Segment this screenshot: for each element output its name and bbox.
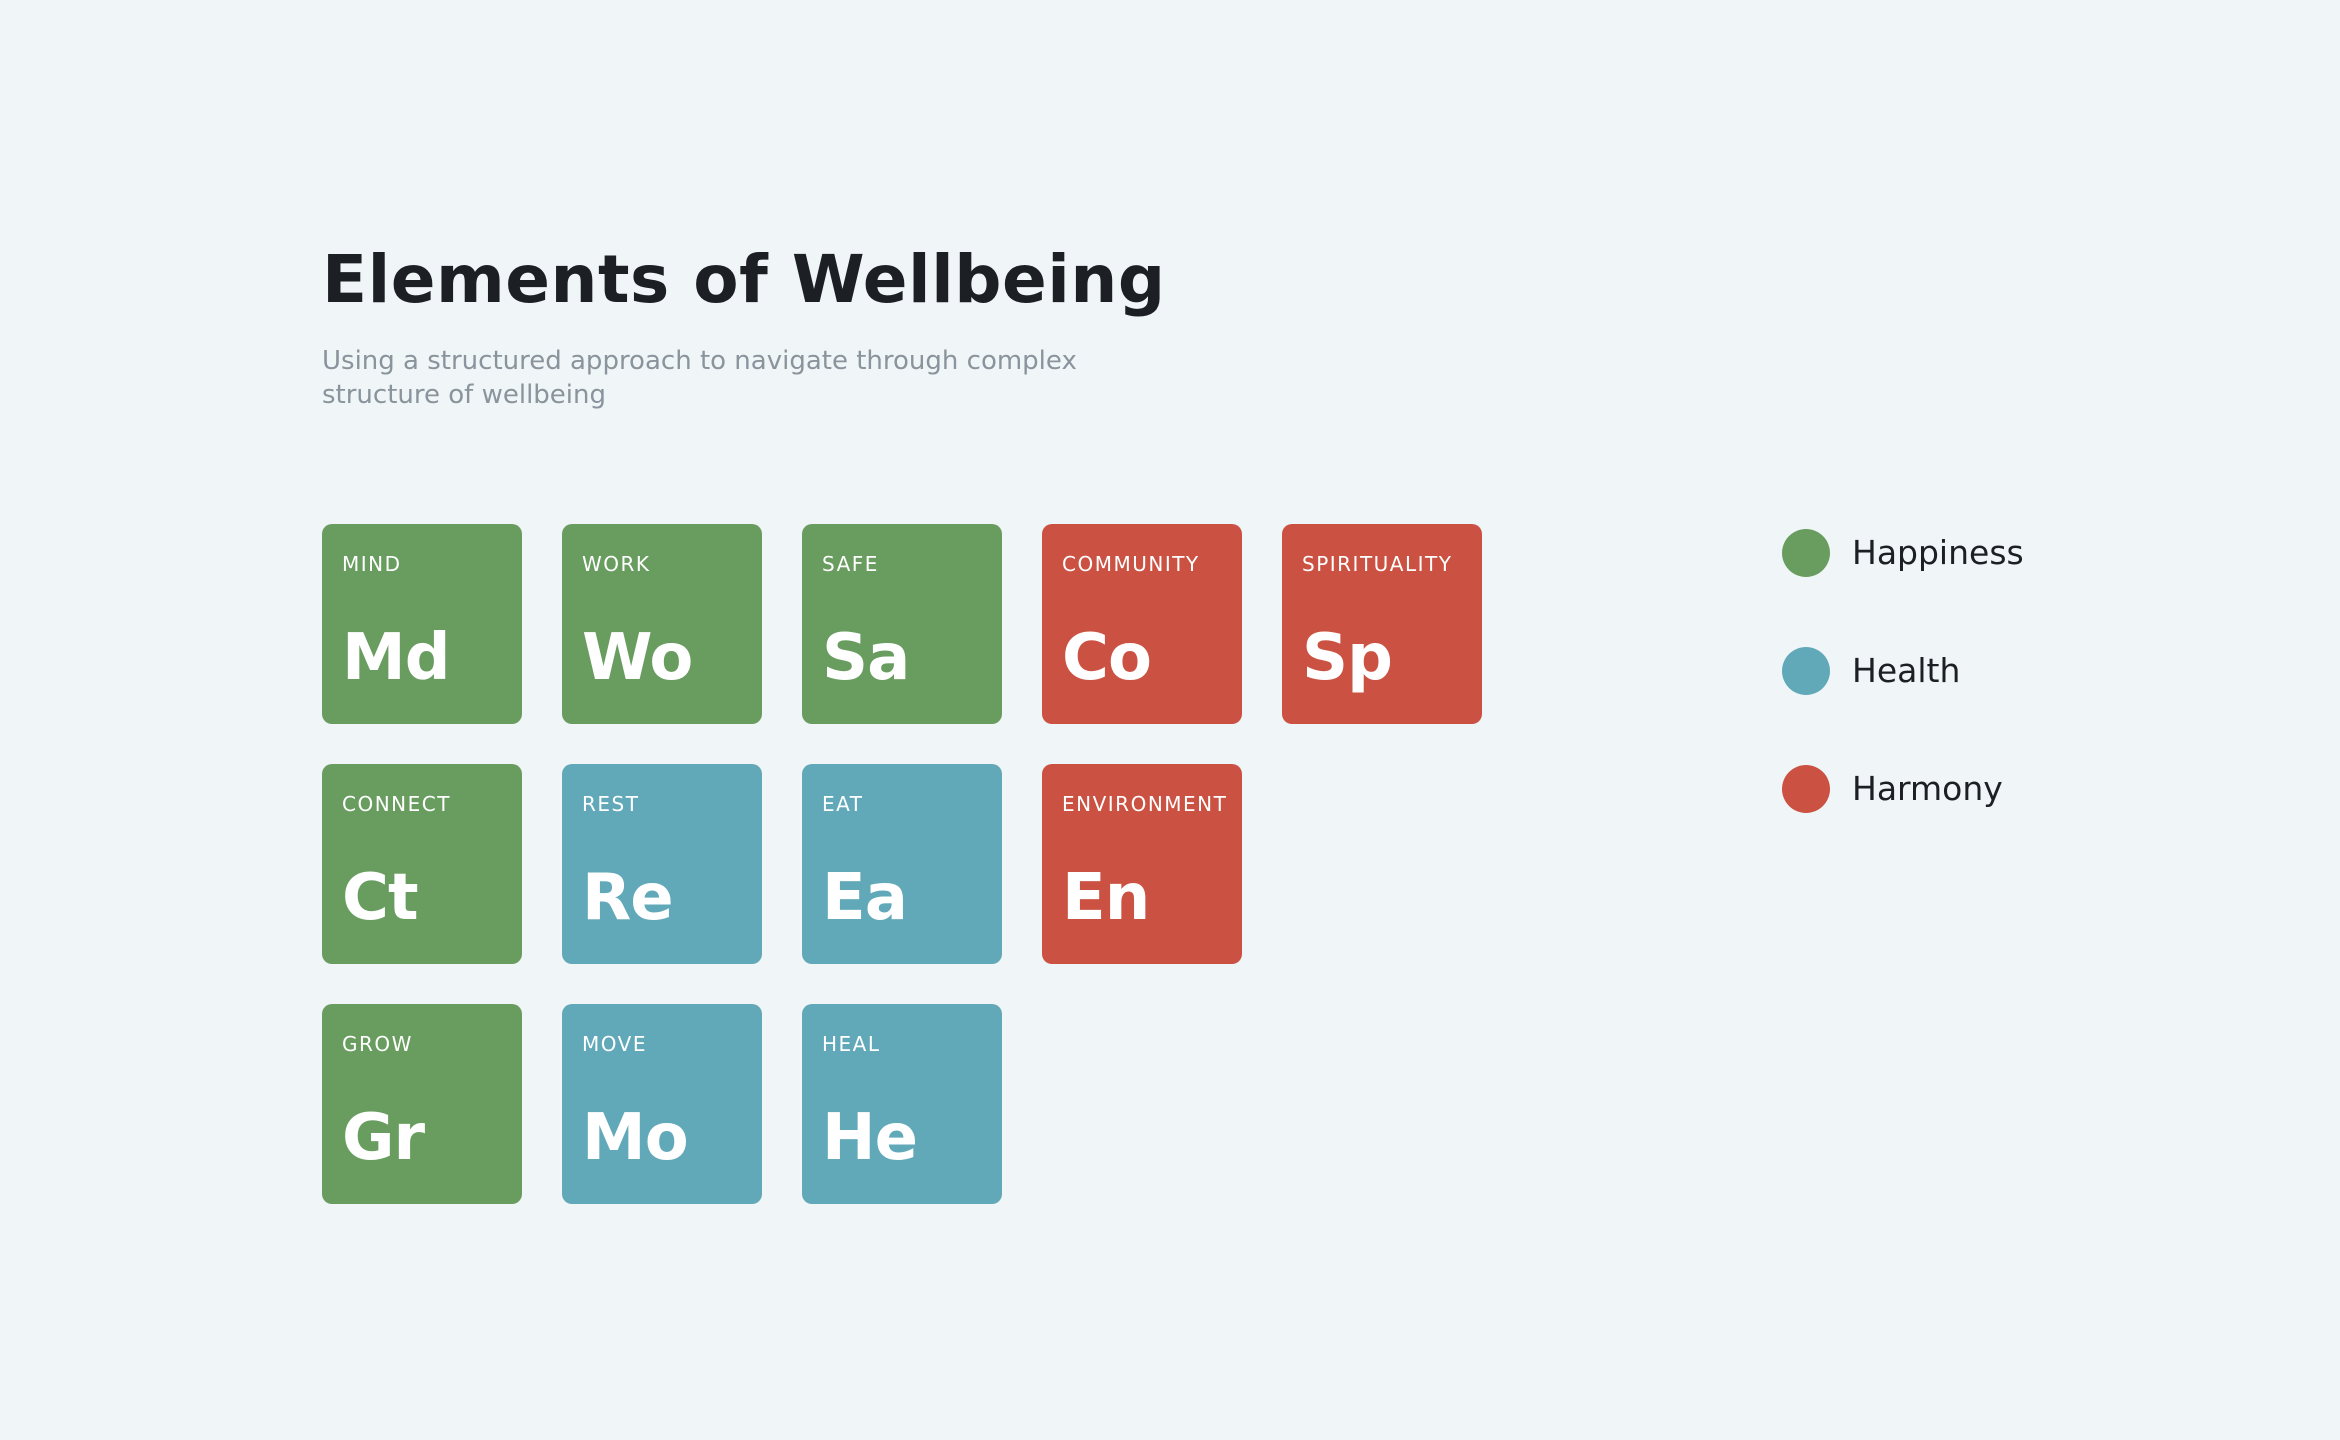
element-tile-mind[interactable]: MIND Md bbox=[322, 524, 522, 724]
element-tile-environment[interactable]: ENVIRONMENT En bbox=[1042, 764, 1242, 964]
legend-item-health: Health bbox=[1780, 644, 2180, 695]
element-symbol: Ea bbox=[822, 861, 908, 935]
element-name: EAT bbox=[822, 792, 864, 816]
element-name: GROW bbox=[342, 1032, 413, 1056]
element-symbol: Wo bbox=[582, 621, 693, 695]
element-symbol: Co bbox=[1062, 621, 1152, 695]
element-name: MOVE bbox=[582, 1032, 647, 1056]
element-name: SPIRITUALITY bbox=[1302, 552, 1453, 576]
element-symbol: He bbox=[822, 1101, 918, 1175]
element-tile-work[interactable]: WORK Wo bbox=[562, 524, 762, 724]
element-tile-move[interactable]: MOVE Mo bbox=[562, 1004, 762, 1204]
element-symbol: Gr bbox=[342, 1101, 425, 1175]
element-name: REST bbox=[582, 792, 640, 816]
element-tile-heal[interactable]: HEAL He bbox=[802, 1004, 1002, 1204]
element-tile-eat[interactable]: EAT Ea bbox=[802, 764, 1002, 964]
element-symbol: Sp bbox=[1302, 621, 1393, 695]
header: Elements of Wellbeing Using a structured… bbox=[322, 236, 1222, 412]
element-symbol: Md bbox=[342, 621, 450, 695]
legend-item-harmony: Harmony bbox=[1780, 762, 2180, 813]
element-name: ENVIRONMENT bbox=[1062, 792, 1228, 816]
legend-dot bbox=[1782, 765, 1830, 813]
element-symbol: En bbox=[1062, 861, 1150, 935]
element-symbol: Re bbox=[582, 861, 674, 935]
element-symbol: Sa bbox=[822, 621, 910, 695]
element-symbol: Mo bbox=[582, 1101, 689, 1175]
element-name: HEAL bbox=[822, 1032, 881, 1056]
element-tile-safe[interactable]: SAFE Sa bbox=[802, 524, 1002, 724]
element-name: COMMUNITY bbox=[1062, 552, 1200, 576]
legend-label: Health bbox=[1852, 651, 1961, 690]
element-tile-spirituality[interactable]: SPIRITUALITY Sp bbox=[1282, 524, 1482, 724]
element-name: CONNECT bbox=[342, 792, 451, 816]
element-symbol: Ct bbox=[342, 861, 419, 935]
page-subtitle: Using a structured approach to navigate … bbox=[322, 346, 1077, 410]
legend-label: Happiness bbox=[1852, 533, 2024, 572]
legend-dot bbox=[1782, 647, 1830, 695]
element-tile-connect[interactable]: CONNECT Ct bbox=[322, 764, 522, 964]
element-tile-grow[interactable]: GROW Gr bbox=[322, 1004, 522, 1204]
legend-label: Harmony bbox=[1852, 769, 2003, 808]
element-name: WORK bbox=[582, 552, 651, 576]
legend-item-happiness: Happiness bbox=[1780, 526, 2180, 577]
legend-dot bbox=[1782, 529, 1830, 577]
page-title: Elements of Wellbeing bbox=[322, 241, 1166, 318]
element-tile-community[interactable]: COMMUNITY Co bbox=[1042, 524, 1242, 724]
element-tile-rest[interactable]: REST Re bbox=[562, 764, 762, 964]
element-name: SAFE bbox=[822, 552, 879, 576]
element-name: MIND bbox=[342, 552, 402, 576]
